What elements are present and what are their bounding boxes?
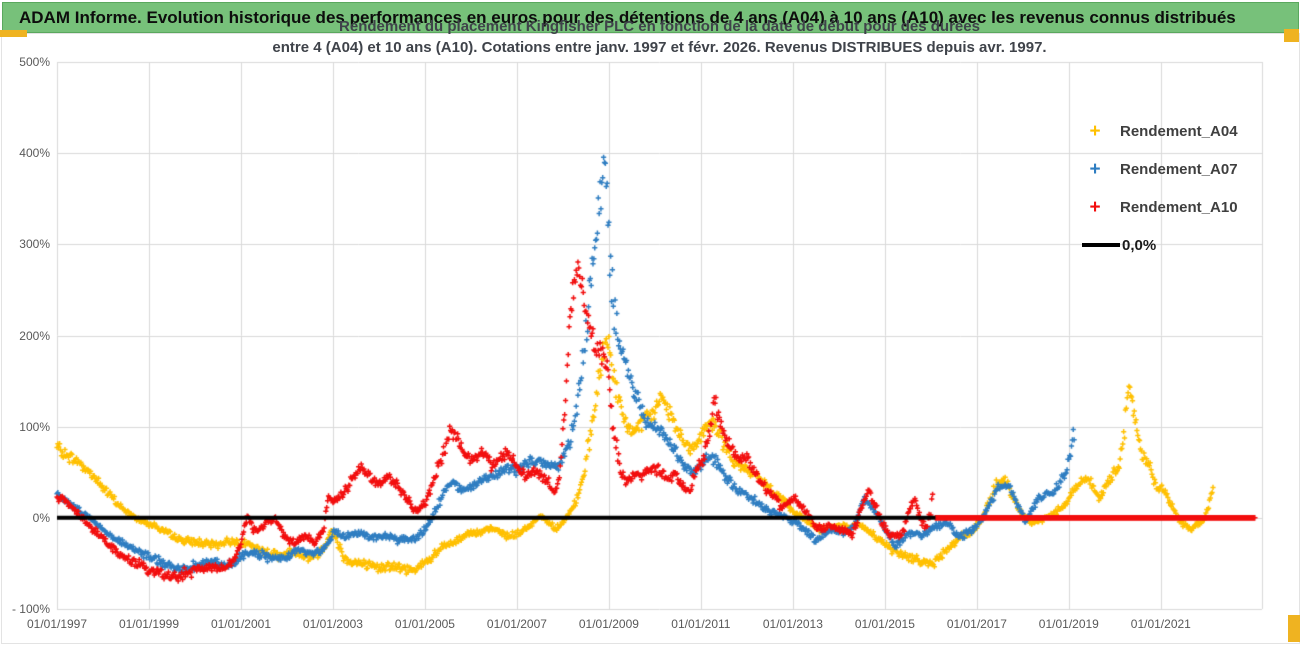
gold-accent-left (0, 30, 27, 37)
legend-label: Rendement_A07 (1120, 160, 1238, 178)
zero-line-icon (1082, 243, 1120, 247)
y-tick-label: 0% (32, 510, 50, 525)
x-tick-label: 01/01/2005 (394, 617, 455, 631)
x-tick-label: 01/01/2007 (486, 617, 547, 631)
plus-marker-icon: + (1089, 158, 1101, 180)
x-tick-label: 01/01/2011 (671, 617, 731, 631)
x-tick-label: 01/01/2009 (578, 617, 639, 631)
chart-title-line2: entre 4 (A04) et 10 ans (A10). Cotations… (272, 39, 1047, 56)
chart-title: Rendement du placement Kingfisher PLC en… (57, 16, 1262, 58)
plus-marker-icon: + (1089, 196, 1101, 218)
y-tick-label: 500% (19, 55, 50, 69)
x-tick-label: 01/01/2019 (1038, 617, 1099, 631)
y-tick-label: 200% (19, 328, 50, 343)
legend-label: Rendement_A04 (1120, 122, 1238, 140)
legend-item-rendement-a10: + Rendement_A10 (1082, 188, 1282, 226)
y-tick-label: 100% (19, 419, 50, 434)
legend-item-0-0-: 0,0% (1082, 226, 1282, 264)
y-tick-label: 400% (19, 146, 50, 161)
gold-accent-top-right (1284, 29, 1299, 42)
legend-item-rendement-a04: + Rendement_A04 (1082, 112, 1282, 150)
x-tick-label: 01/01/2001 (210, 617, 271, 631)
x-tick-label: 01/01/2003 (302, 617, 363, 631)
x-tick-label: 01/01/2015 (854, 617, 915, 631)
legend-label: 0,0% (1122, 236, 1157, 254)
legend-item-rendement-a07: + Rendement_A07 (1082, 150, 1282, 188)
plus-marker-icon: + (1089, 120, 1101, 142)
chart-title-line1: Rendement du placement Kingfisher PLC en… (339, 18, 980, 35)
x-tick-label: 01/01/1999 (118, 617, 180, 631)
x-tick-label: 01/01/2021 (1130, 617, 1191, 631)
x-tick-label: 01/01/2017 (946, 617, 1007, 631)
gold-accent-bottom-right (1288, 615, 1300, 642)
legend: + Rendement_A04 + Rendement_A07 + Rendement_A… (1082, 112, 1282, 264)
y-tick-label: 300% (19, 237, 50, 252)
legend-label: Rendement_A10 (1120, 198, 1238, 216)
x-tick-label: 01/01/2013 (762, 617, 823, 631)
y-tick-label: - 100% (11, 602, 50, 616)
x-tick-label: 01/01/1997 (26, 617, 88, 631)
